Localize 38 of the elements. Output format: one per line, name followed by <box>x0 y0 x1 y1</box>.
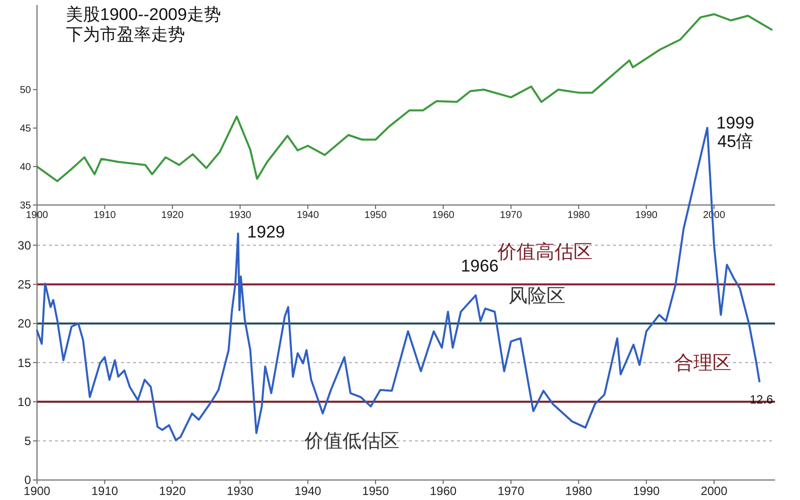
x-tick-label: 1940 <box>296 210 320 221</box>
annotation: 价值低估区 <box>304 431 400 452</box>
x-tick-label: 1920 <box>161 210 184 221</box>
annotation: 风险区 <box>508 286 566 307</box>
y-tick-label: 45 <box>20 124 32 135</box>
x-tick-label: 1950 <box>362 484 390 498</box>
y-tick-label: 30 <box>18 238 32 252</box>
x-tick-label: 1960 <box>432 210 455 221</box>
y-tick-label: 40 <box>20 162 32 174</box>
x-tick-label: 1970 <box>500 210 523 221</box>
y-tick-label: 25 <box>18 278 32 292</box>
x-tick-label: 1910 <box>91 484 118 498</box>
y-tick-label: 50 <box>20 85 32 96</box>
x-tick-label: 1980 <box>565 484 592 498</box>
annotation: 1999 45倍 <box>716 113 754 152</box>
x-tick-label: 1980 <box>568 210 590 221</box>
chart-title: 美股1900--2009走势 <box>66 5 221 24</box>
x-tick-label: 1950 <box>364 210 388 221</box>
x-tick-label: 1930 <box>226 484 254 498</box>
annotation: 1966 <box>460 256 499 276</box>
x-tick-label: 1920 <box>159 484 186 498</box>
x-tick-label: 1940 <box>294 484 322 498</box>
annotation: 1929 <box>247 222 285 242</box>
y-tick-label: 5 <box>24 434 32 448</box>
x-tick-label: 1990 <box>633 484 660 498</box>
y-tick-label: 35 <box>20 200 32 212</box>
x-tick-label: 1930 <box>228 210 252 221</box>
y-tick-label: 15 <box>18 356 32 370</box>
y-tick-label: 10 <box>18 394 32 409</box>
text: 下为市盈率走势 <box>66 25 185 44</box>
annotation: 价值高估区 <box>496 241 592 263</box>
x-tick-label: 1910 <box>94 210 116 221</box>
y-tick-label: 20 <box>18 316 32 331</box>
x-tick-label: 1970 <box>498 484 525 498</box>
x-tick-label: 2000 <box>700 484 728 498</box>
x-tick-label: 1990 <box>635 210 658 221</box>
annotation: 合理区 <box>674 353 732 374</box>
x-tick-label: 1960 <box>430 484 457 498</box>
